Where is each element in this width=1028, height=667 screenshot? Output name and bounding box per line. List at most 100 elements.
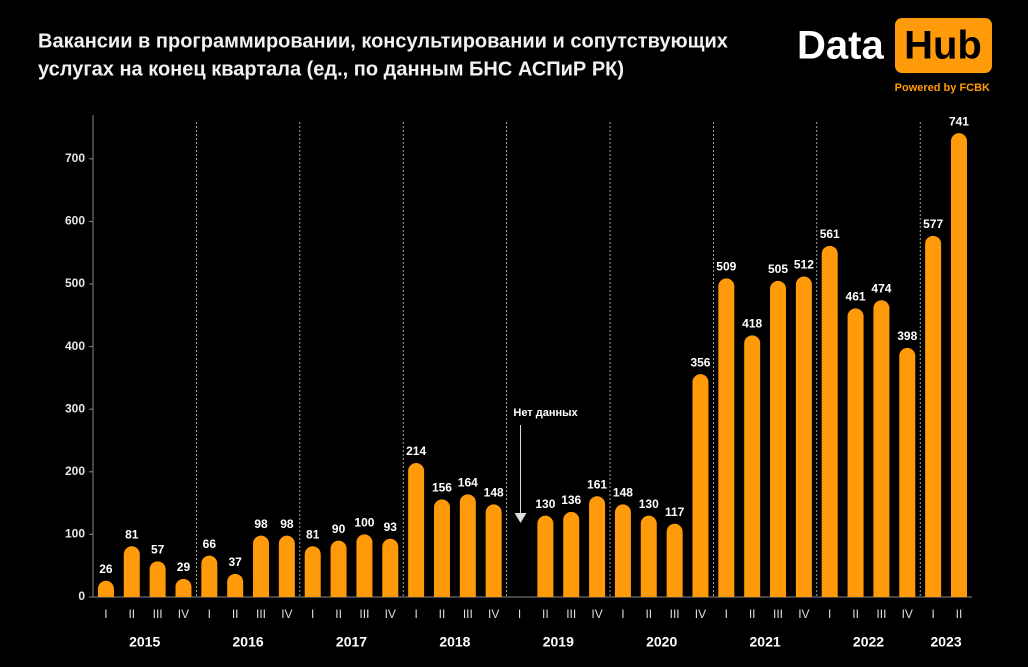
x-tick-label: I <box>414 607 417 621</box>
value-label: 577 <box>923 217 943 231</box>
value-label: 26 <box>99 562 113 576</box>
year-label: 2016 <box>233 634 264 650</box>
year-label: 2023 <box>930 634 961 650</box>
x-tick-label: I <box>931 607 934 621</box>
bar <box>149 561 166 597</box>
y-tick-label: 500 <box>65 276 85 290</box>
bar <box>614 504 631 597</box>
y-tick-label: 300 <box>65 401 85 415</box>
bar <box>899 347 916 597</box>
x-tick-label: IV <box>695 607 706 621</box>
y-tick-label: 400 <box>65 339 85 353</box>
bar <box>253 535 270 597</box>
year-label: 2018 <box>439 634 470 650</box>
year-label: 2017 <box>336 634 367 650</box>
x-tick-label: III <box>463 607 473 621</box>
value-label: 461 <box>846 290 866 304</box>
value-label: 90 <box>332 522 346 536</box>
y-tick-label: 100 <box>65 527 85 541</box>
x-tick-label: IV <box>488 607 499 621</box>
bar <box>537 515 554 597</box>
bar <box>433 499 450 597</box>
x-tick-label: I <box>104 607 107 621</box>
bar <box>123 546 140 597</box>
value-label: 512 <box>794 258 814 272</box>
bar <box>589 496 606 597</box>
value-label: 741 <box>949 114 969 128</box>
bar <box>744 335 761 597</box>
x-tick-label: IV <box>591 607 602 621</box>
bar <box>459 494 476 597</box>
value-label: 130 <box>639 497 659 511</box>
year-label: 2021 <box>750 634 781 650</box>
value-label: 81 <box>306 527 320 541</box>
value-label: 161 <box>587 477 607 491</box>
value-label: 398 <box>897 329 917 343</box>
value-label: 474 <box>871 281 891 295</box>
bar <box>330 540 347 597</box>
y-tick-label: 700 <box>65 151 85 165</box>
year-label: 2020 <box>646 634 677 650</box>
x-tick-label: III <box>876 607 886 621</box>
bar <box>304 546 321 597</box>
chart-title: услугах на конец квартала (ед., по данны… <box>38 58 624 80</box>
value-label: 418 <box>742 317 762 331</box>
bar <box>718 278 735 597</box>
bar <box>821 245 838 598</box>
y-tick-label: 0 <box>78 589 85 603</box>
bar <box>692 374 709 597</box>
bar <box>795 276 812 597</box>
x-tick-label: III <box>359 607 369 621</box>
value-label: 505 <box>768 262 788 276</box>
bar <box>925 235 942 597</box>
x-tick-label: I <box>518 607 521 621</box>
x-tick-label: III <box>256 607 266 621</box>
bar <box>201 555 218 597</box>
bar <box>873 300 890 597</box>
value-label: 37 <box>228 555 242 569</box>
bar <box>408 463 425 597</box>
x-tick-label: II <box>232 607 239 621</box>
bar <box>175 578 192 597</box>
value-label: 148 <box>613 486 633 500</box>
x-tick-label: IV <box>798 607 809 621</box>
x-tick-label: II <box>439 607 446 621</box>
value-label: 130 <box>535 497 555 511</box>
annotation: Нет данных <box>513 407 578 419</box>
value-label: 66 <box>203 537 217 551</box>
x-tick-label: IV <box>902 607 913 621</box>
x-tick-label: II <box>335 607 342 621</box>
x-tick-label: III <box>153 607 163 621</box>
value-label: 98 <box>254 517 268 531</box>
value-label: 81 <box>125 527 139 541</box>
year-label: 2019 <box>543 634 574 650</box>
x-tick-label: III <box>773 607 783 621</box>
value-label: 164 <box>458 476 478 490</box>
x-tick-label: II <box>128 607 135 621</box>
value-label: 156 <box>432 481 452 495</box>
value-label: 561 <box>820 227 840 241</box>
x-tick-label: I <box>828 607 831 621</box>
x-tick-label: III <box>670 607 680 621</box>
x-tick-label: I <box>725 607 728 621</box>
logo-tagline: Powered by FCBK <box>895 82 990 94</box>
x-tick-label: I <box>311 607 314 621</box>
x-tick-label: II <box>645 607 652 621</box>
x-tick-label: II <box>956 607 963 621</box>
bar <box>356 534 373 597</box>
value-label: 93 <box>384 520 398 534</box>
bar <box>950 133 967 597</box>
annotation-arrowhead <box>514 513 527 523</box>
chart-title: Вакансии в программировании, консультиро… <box>38 30 728 52</box>
x-tick-label: I <box>208 607 211 621</box>
x-tick-label: II <box>542 607 549 621</box>
value-label: 100 <box>354 516 374 530</box>
y-tick-label: 600 <box>65 214 85 228</box>
bar <box>382 538 399 597</box>
bar <box>770 280 787 597</box>
bar <box>847 308 864 597</box>
value-label: 57 <box>151 542 165 556</box>
x-tick-label: IV <box>281 607 292 621</box>
value-label: 136 <box>561 493 581 507</box>
